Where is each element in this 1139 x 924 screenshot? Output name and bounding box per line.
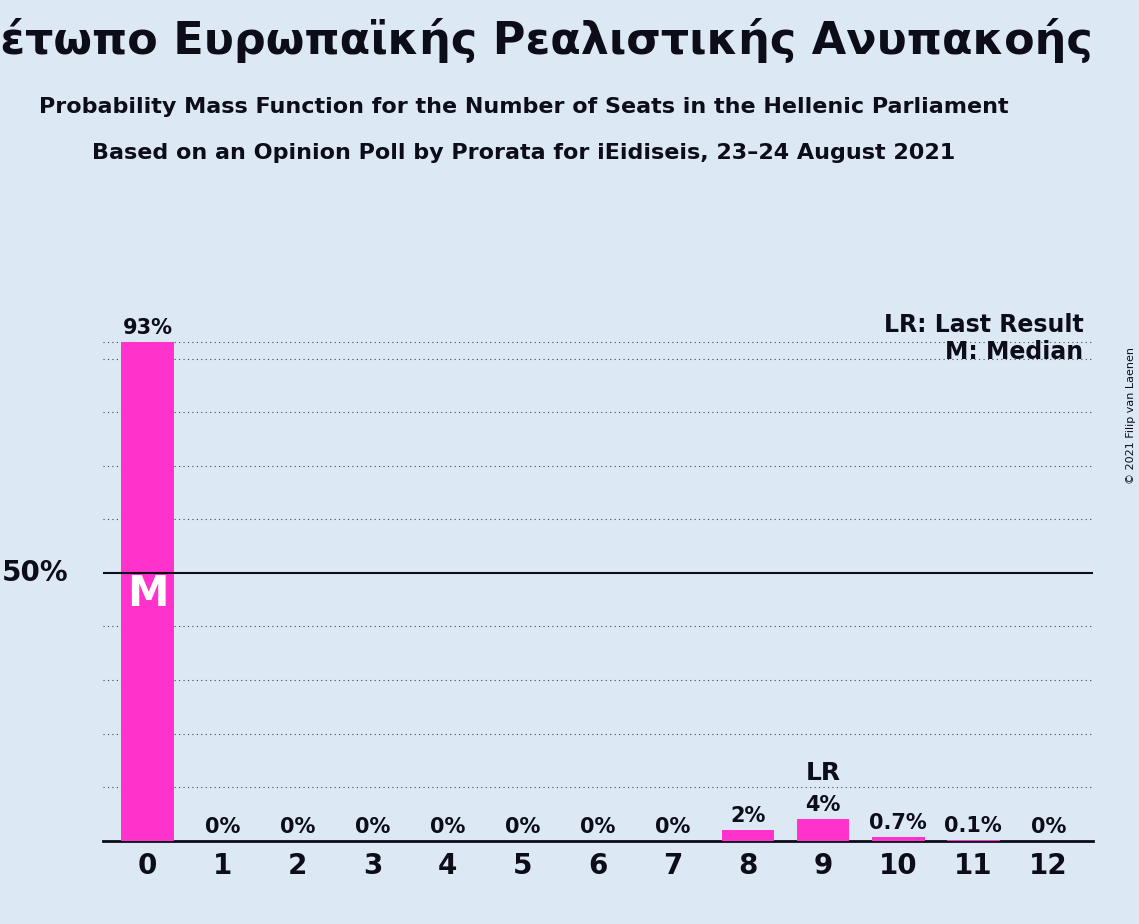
Text: 0%: 0% bbox=[280, 817, 316, 836]
Text: 0%: 0% bbox=[355, 817, 391, 836]
Text: 2%: 2% bbox=[730, 806, 765, 826]
Text: 50%: 50% bbox=[2, 559, 68, 587]
Text: 0%: 0% bbox=[655, 817, 690, 836]
Text: 0.7%: 0.7% bbox=[869, 813, 927, 833]
Text: Based on an Opinion Poll by Prorata for iEidiseis, 23–24 August 2021: Based on an Opinion Poll by Prorata for … bbox=[92, 143, 956, 164]
Text: 93%: 93% bbox=[123, 318, 172, 338]
Text: 0%: 0% bbox=[580, 817, 616, 836]
Text: Probability Mass Function for the Number of Seats in the Hellenic Parliament: Probability Mass Function for the Number… bbox=[39, 97, 1009, 117]
Text: M: M bbox=[126, 573, 169, 615]
Bar bbox=[797, 820, 850, 841]
Bar bbox=[722, 830, 775, 841]
Text: LR: Last Result: LR: Last Result bbox=[884, 313, 1083, 337]
Bar bbox=[121, 343, 174, 841]
Text: © 2021 Filip van Laenen: © 2021 Filip van Laenen bbox=[1126, 347, 1136, 484]
Text: M: Median: M: Median bbox=[945, 340, 1083, 364]
Text: LR: LR bbox=[805, 760, 841, 784]
Text: 0%: 0% bbox=[1031, 817, 1066, 836]
Text: 0.1%: 0.1% bbox=[944, 816, 1002, 836]
Text: 4%: 4% bbox=[805, 796, 841, 815]
Text: Μέτωπο Ευρωπαϊκής Ρεαλιστικής Ανυπακοής: Μέτωπο Ευρωπαϊκής Ρεαλιστικής Ανυπακοής bbox=[0, 18, 1092, 64]
Text: 0%: 0% bbox=[506, 817, 541, 836]
Text: 0%: 0% bbox=[205, 817, 240, 836]
Text: 0%: 0% bbox=[431, 817, 466, 836]
Bar bbox=[872, 837, 925, 841]
